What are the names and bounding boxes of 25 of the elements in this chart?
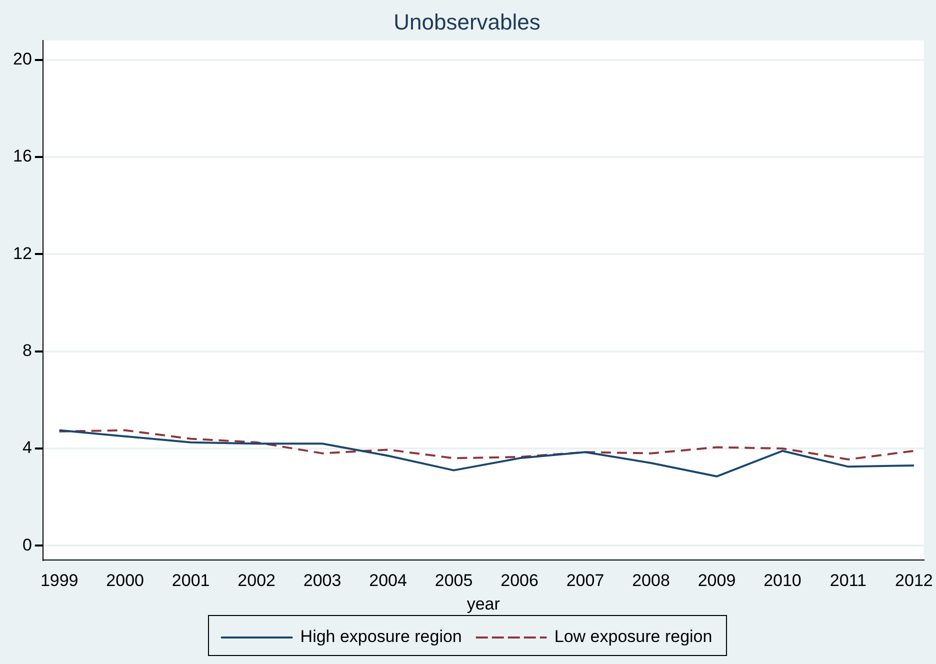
x-tick-label: 1999 <box>40 571 78 590</box>
x-tick-label: 2001 <box>172 571 210 590</box>
x-tick-label: 2007 <box>566 571 604 590</box>
x-tick-label: 2005 <box>434 571 473 590</box>
legend-label: High exposure region <box>300 627 462 646</box>
x-axis-title: year <box>466 594 500 614</box>
x-tick-label: 2000 <box>106 571 144 590</box>
y-tick-label: 16 <box>12 146 32 166</box>
line-series <box>58 429 915 460</box>
x-tick-label: 2009 <box>698 571 736 590</box>
x-tick-label: 2012 <box>895 571 933 590</box>
y-tick-label: 12 <box>12 244 32 263</box>
y-tick-label: 0 <box>22 535 32 554</box>
y-tick-label: 20 <box>12 50 32 69</box>
y-tick-label: 4 <box>22 438 32 458</box>
x-tick-label: 2004 <box>369 571 407 590</box>
chart-title: Unobservables <box>394 9 540 34</box>
legend-label: Low exposure region <box>554 627 712 646</box>
y-tick-label: 8 <box>22 340 32 360</box>
x-tick-label: 2008 <box>632 571 670 590</box>
x-tick-label: 2003 <box>303 571 342 590</box>
x-tick-label: 2002 <box>238 571 276 590</box>
x-tick-label: 2006 <box>500 571 538 590</box>
x-tick-label: 2011 <box>830 571 866 590</box>
x-tick-label: 2010 <box>764 571 802 590</box>
